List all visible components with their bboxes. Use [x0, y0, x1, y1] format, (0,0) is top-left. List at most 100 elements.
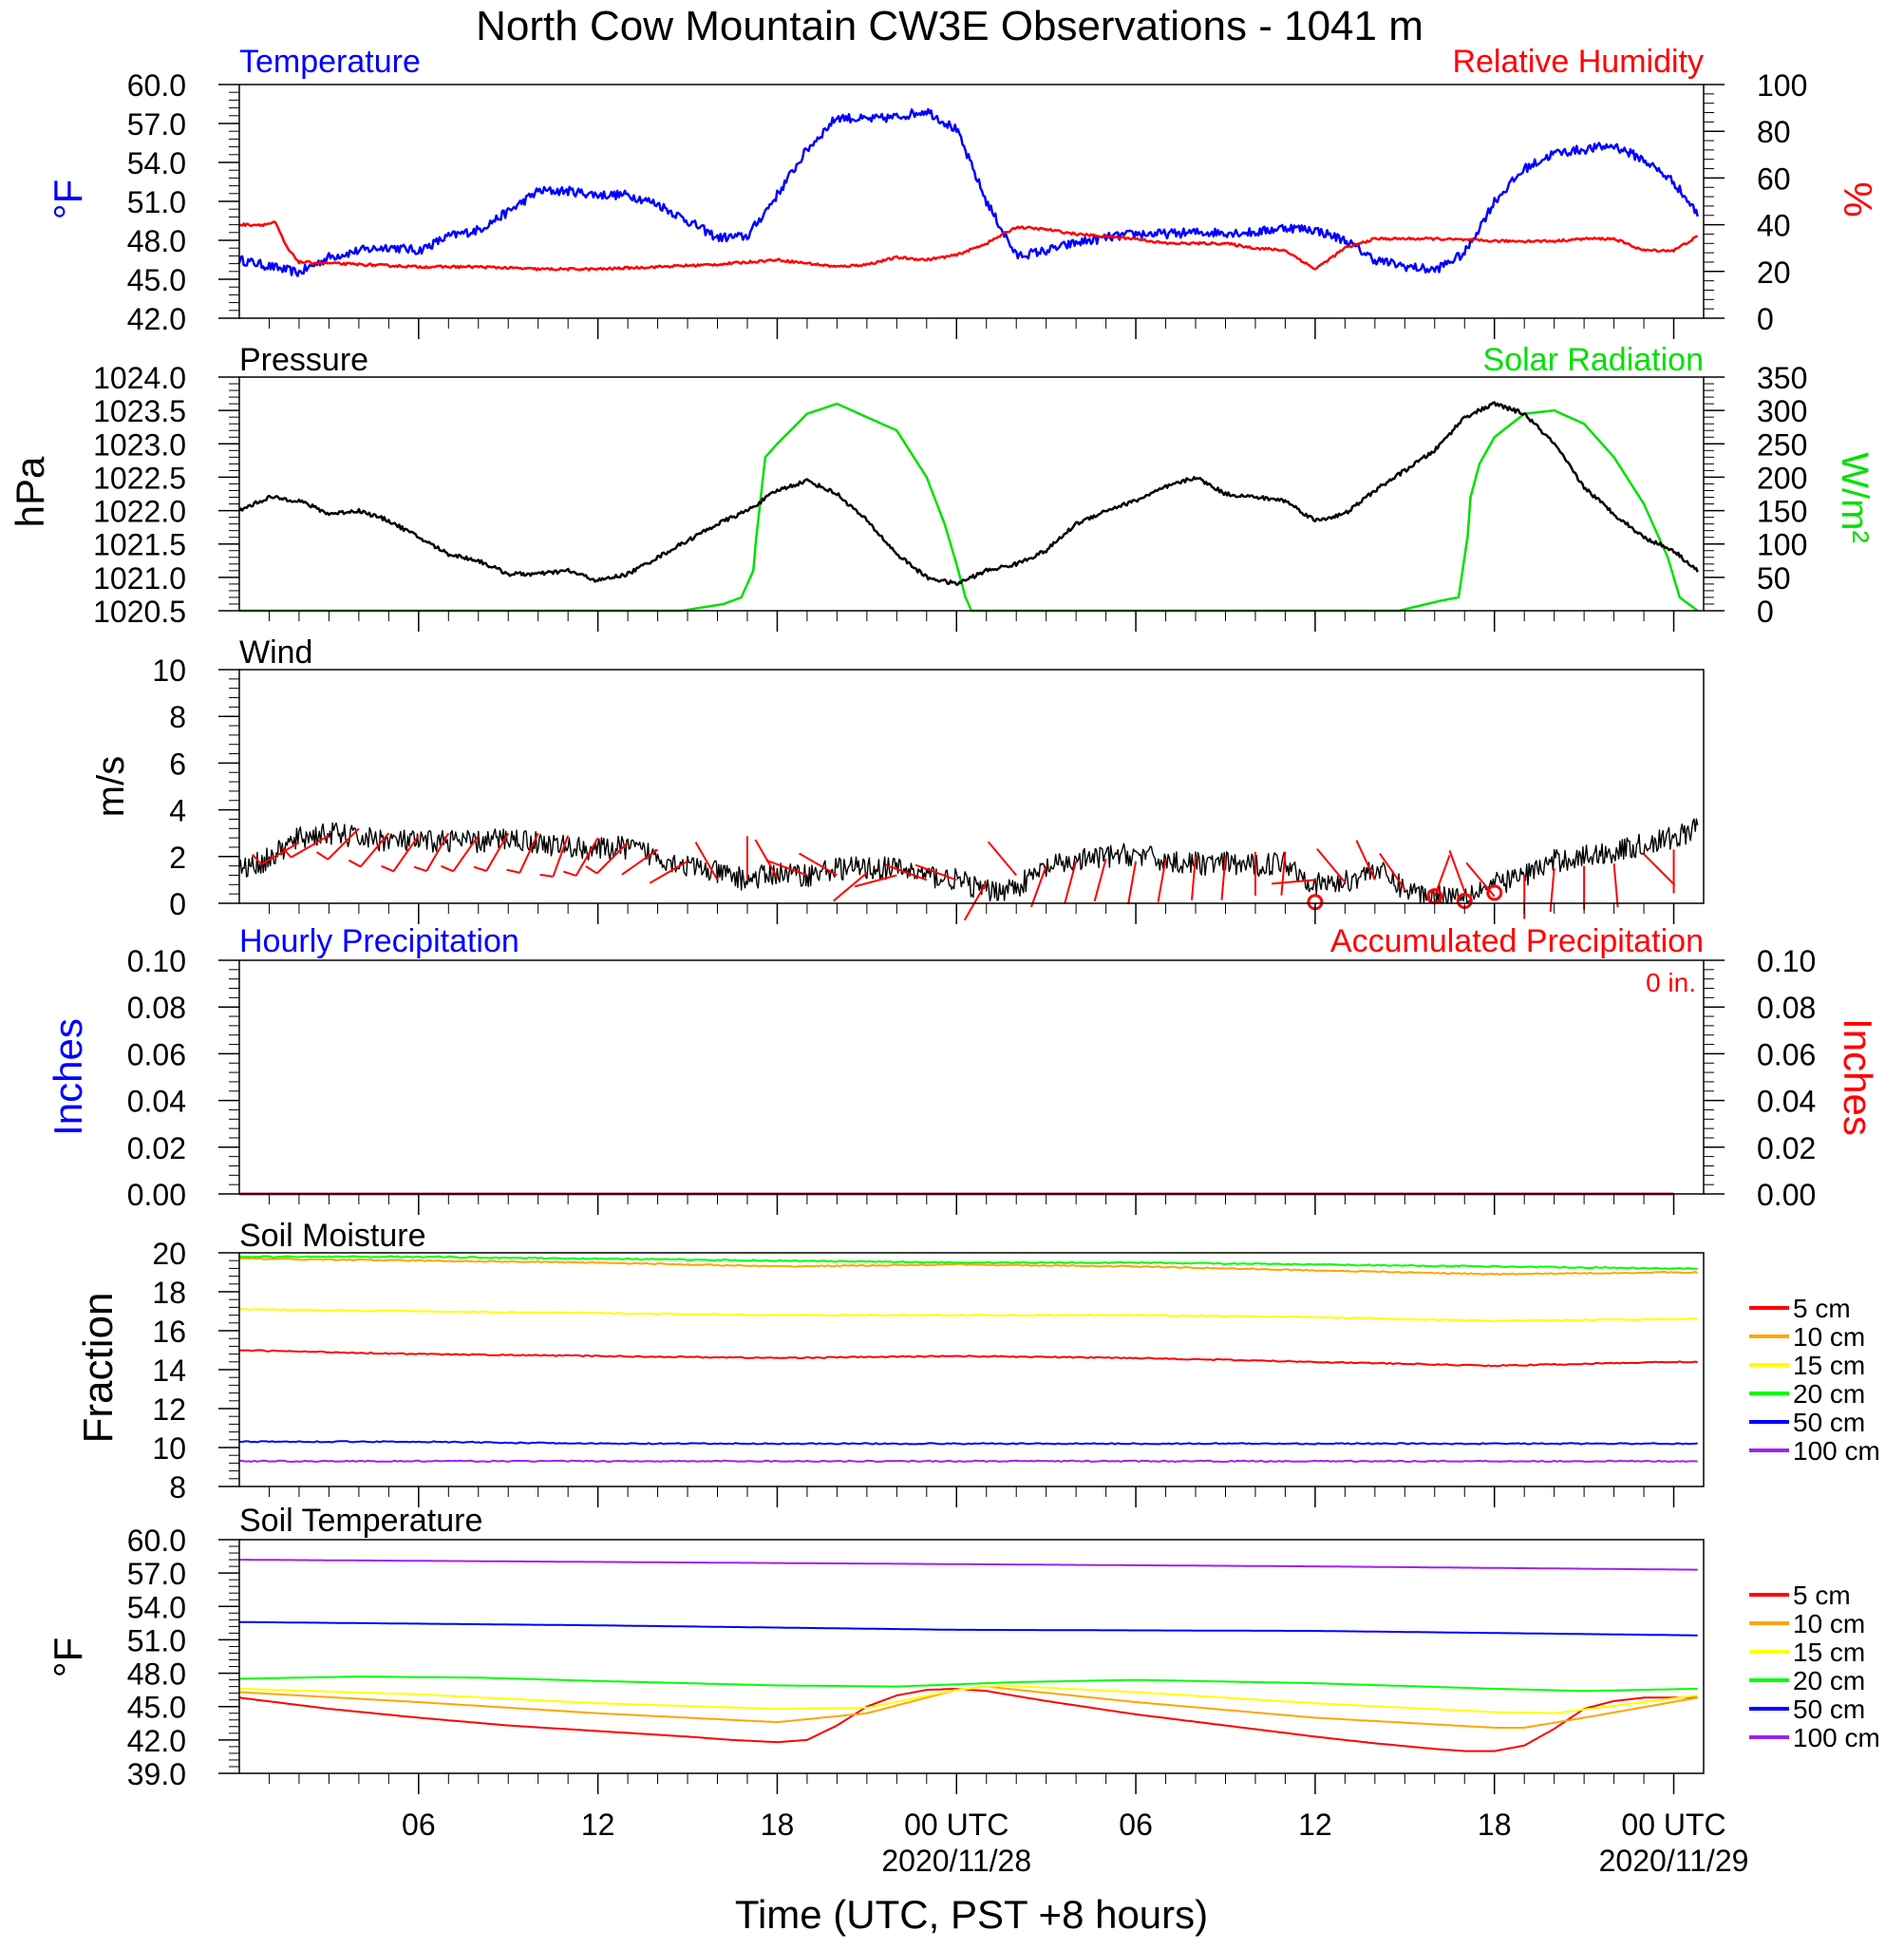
y-tick-label: 80 — [1757, 115, 1791, 149]
x-date-label: 2020/11/28 — [881, 1844, 1031, 1878]
x-tick-label: 18 — [761, 1808, 795, 1842]
precip-left-unit-label: Inches — [46, 1018, 90, 1136]
y-tick-label: 14 — [152, 1354, 186, 1388]
wind-y-ticks: 10 8 6 4 2 0 — [152, 653, 239, 921]
panel-precipitation: Hourly Precipitation Accumulated Precipi… — [46, 923, 1880, 1212]
pressure-line — [238, 401, 1699, 586]
y-tick-label: 0.10 — [127, 944, 186, 978]
y-tick-label: 20 — [1757, 256, 1791, 290]
wind-barb — [885, 863, 928, 881]
y-tick-label: 51.0 — [127, 1623, 186, 1657]
wind-barb — [575, 837, 599, 877]
soil-moisture-y-ticks: 20 18 16 14 12 10 8 — [152, 1237, 239, 1505]
soil-temperature-line-100cm — [239, 1559, 1698, 1571]
y-tick-label: 4 — [169, 794, 186, 828]
y-tick-label: 51.0 — [127, 185, 186, 219]
wind-barb — [1064, 861, 1078, 904]
rh-line — [238, 220, 1699, 272]
soil-temperature-y-ticks: 60.057.054.051.048.045.042.039.0 — [127, 1524, 239, 1791]
y-tick-label: 0.04 — [127, 1085, 186, 1119]
y-tick-label: 0.10 — [1757, 944, 1816, 978]
wind-barb — [291, 834, 330, 859]
wind-barbs — [252, 827, 1676, 921]
panel-soil-moisture: Soil Moisture Fraction 20 18 16 14 12 10 8 5 c… — [75, 1218, 1880, 1505]
y-tick-label: 250 — [1757, 427, 1807, 462]
wind-barb — [914, 863, 957, 881]
wind-barb — [1093, 859, 1107, 901]
accum-precip-title: Accumulated Precipitation — [1330, 923, 1704, 959]
rh-unit-label: % — [1836, 181, 1880, 217]
y-tick-label: 0.08 — [127, 991, 186, 1025]
soil-temperature-line-20cm — [239, 1675, 1698, 1693]
y-tick-label: 200 — [1757, 461, 1807, 495]
y-tick-label: 57.0 — [127, 1557, 186, 1591]
y-tick-label: 48.0 — [127, 224, 186, 258]
temperature-y-ticks: 60.0 57.0 54.0 51.0 48.0 45.0 42.0 — [127, 68, 239, 336]
y-tick-label: 1020.5 — [93, 595, 186, 629]
y-tick-label: 60 — [1757, 161, 1791, 196]
wind-barb — [1355, 840, 1376, 880]
y-tick-label: 0.06 — [127, 1037, 186, 1071]
pressure-y-ticks: 1024.01023.51023.01022.51022.01021.51021… — [93, 361, 239, 629]
wind-barb — [360, 832, 390, 868]
y-tick-label: 54.0 — [127, 146, 186, 180]
y-tick-label: 10 — [152, 1431, 186, 1466]
wind-speed-series — [238, 818, 1699, 904]
wind-barb — [649, 860, 688, 884]
legend-label: 50 cm — [1793, 1408, 1865, 1437]
x-tick-label: 12 — [581, 1808, 615, 1842]
y-tick-label: 12 — [152, 1392, 186, 1427]
soil-moisture-line-50cm — [238, 1440, 1698, 1446]
x-tick-label: 06 — [402, 1808, 436, 1842]
y-tick-label: 39.0 — [127, 1757, 186, 1791]
wind-barb — [485, 832, 510, 872]
soil-moisture-line-10cm — [238, 1257, 1698, 1276]
wind-barb — [552, 835, 570, 878]
y-tick-label: 100 — [1757, 528, 1807, 562]
precip-left-y-ticks: 0.10 0.08 0.06 0.04 0.02 0.00 — [127, 944, 239, 1212]
y-tick-label: 300 — [1757, 394, 1807, 428]
y-tick-label: 0 — [1757, 595, 1774, 629]
legend-label: 10 cm — [1793, 1322, 1865, 1352]
legend-label: 15 cm — [1793, 1638, 1865, 1667]
panel-frame — [238, 959, 1705, 1195]
soil-temperature-line-15cm — [238, 1684, 1698, 1714]
wind-barb — [1220, 856, 1227, 900]
y-tick-label: 42.0 — [127, 1724, 186, 1758]
wind-barb — [754, 839, 779, 879]
wind-barb — [765, 859, 808, 877]
rh-y-ticks: 100 80 60 40 20 0 — [1704, 68, 1807, 336]
pressure-series — [238, 401, 1699, 586]
soil-moisture-line-5cm — [238, 1349, 1698, 1368]
wind-barb — [694, 842, 719, 880]
wind-barb — [1643, 853, 1676, 886]
y-tick-label: 8 — [169, 1470, 186, 1505]
y-tick-label: 0.02 — [1757, 1131, 1816, 1165]
wind-barb — [963, 881, 988, 921]
panel-temperature-rh: Temperature Relative Humidity °F % 60.0 5… — [46, 44, 1880, 336]
wind-barb — [1030, 865, 1047, 908]
panel-frame — [238, 1539, 1705, 1774]
y-tick-label: 48.0 — [127, 1657, 186, 1692]
pressure-unit-label: hPa — [8, 456, 52, 527]
y-tick-label: 8 — [169, 700, 186, 734]
calm-marker — [1486, 884, 1503, 901]
wind-title: Wind — [239, 634, 312, 671]
y-tick-label: 1023.5 — [93, 394, 186, 428]
x-axis-label: Time (UTC, PST +8 hours) — [735, 1892, 1208, 1937]
wind-barb-flag — [585, 865, 598, 875]
temperature-series — [237, 107, 1699, 277]
legend-label: 20 cm — [1793, 1666, 1865, 1695]
soil-moisture-line-20cm — [238, 1255, 1698, 1270]
y-tick-label: 100 — [1757, 68, 1807, 103]
wind-barb-flag — [316, 851, 329, 861]
y-tick-label: 54.0 — [127, 1590, 186, 1624]
wind-barb — [1379, 852, 1406, 890]
soil-temperature-title: Soil Temperature — [239, 1503, 482, 1539]
y-tick-label: 1023.0 — [93, 427, 186, 462]
soil-moisture-series — [238, 1255, 1698, 1463]
x-ticks — [268, 318, 1675, 1794]
y-tick-label: 1022.0 — [93, 495, 186, 529]
y-tick-label: 0.04 — [1757, 1085, 1816, 1119]
